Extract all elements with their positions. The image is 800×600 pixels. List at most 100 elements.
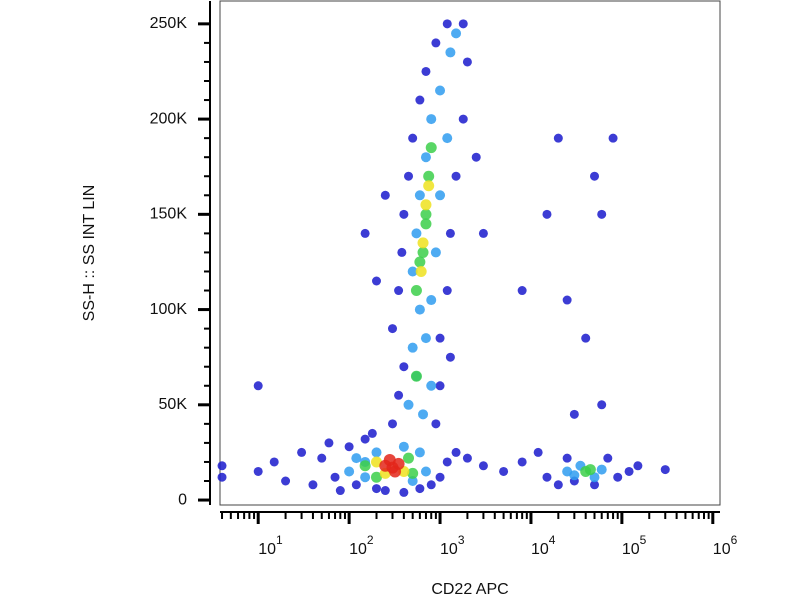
- event-dot: [388, 324, 398, 334]
- event-dot: [217, 461, 227, 471]
- event-dot: [360, 472, 371, 483]
- event-dot: [367, 428, 377, 438]
- event-dot: [426, 114, 437, 125]
- event-dot: [399, 487, 409, 497]
- event-dot: [431, 419, 441, 429]
- event-dot: [458, 19, 468, 29]
- y-tick-label: 150K: [150, 206, 188, 223]
- event-dot: [399, 209, 409, 219]
- x-tick-label: 105: [622, 533, 647, 558]
- event-dot: [425, 142, 437, 154]
- x-tick-exponent: 2: [367, 533, 374, 547]
- event-dot: [383, 454, 396, 467]
- event-dot: [399, 362, 409, 372]
- event-dot: [590, 171, 600, 181]
- event-dot: [418, 409, 429, 420]
- event-dot: [553, 133, 563, 143]
- event-dot: [569, 470, 580, 481]
- event-dot: [458, 114, 468, 124]
- x-tick-label: 102: [349, 533, 374, 558]
- event-dot: [569, 409, 579, 419]
- plot-frame: [219, 0, 721, 506]
- event-dot: [380, 486, 390, 496]
- event-dot: [317, 453, 327, 463]
- event-dot: [590, 480, 600, 490]
- event-dot: [360, 228, 370, 238]
- event-dot: [533, 447, 543, 457]
- event-dot: [408, 133, 418, 143]
- event-dot: [423, 170, 435, 182]
- x-tick-exponent: 4: [549, 533, 556, 547]
- x-tick-base: 10: [349, 541, 367, 558]
- event-dot: [415, 95, 425, 105]
- x-tick-exponent: 3: [458, 533, 465, 547]
- event-dot: [330, 472, 340, 482]
- event-dot: [471, 152, 481, 162]
- event-dot: [371, 484, 381, 494]
- event-dot: [562, 453, 572, 463]
- event-dot: [410, 285, 422, 297]
- event-dot: [660, 465, 670, 475]
- event-dot: [445, 47, 456, 58]
- event-dot: [394, 286, 404, 296]
- density-layer: [379, 454, 405, 478]
- x-tick-base: 10: [440, 541, 458, 558]
- event-dot: [389, 465, 402, 478]
- event-dot: [417, 246, 429, 258]
- event-dot: [584, 464, 596, 476]
- event-dot: [633, 461, 643, 471]
- event-dot: [542, 472, 552, 482]
- event-dot: [420, 466, 431, 477]
- event-dot: [417, 237, 429, 249]
- event-dot: [420, 152, 431, 163]
- x-tick-label: 104: [531, 533, 556, 558]
- event-dot: [596, 464, 607, 475]
- event-dot: [359, 460, 371, 472]
- event-dot: [445, 352, 455, 362]
- event-dot: [597, 400, 607, 410]
- y-tick-label: 200K: [150, 110, 188, 127]
- event-dot: [517, 457, 527, 467]
- event-dot: [398, 441, 409, 452]
- event-dot: [562, 295, 572, 305]
- event-dot: [420, 333, 431, 344]
- event-dot: [410, 370, 422, 382]
- x-axis-label: CD22 APC: [431, 581, 508, 598]
- y-tick-label: 0: [178, 491, 187, 508]
- event-dot: [442, 19, 452, 29]
- event-dot: [415, 484, 425, 494]
- event-dot: [324, 438, 334, 448]
- event-dot: [499, 466, 509, 476]
- density-layer: [344, 28, 607, 486]
- event-dot: [624, 466, 634, 476]
- event-dot: [269, 457, 279, 467]
- event-dot: [426, 380, 437, 391]
- event-dot: [403, 452, 415, 464]
- event-dot: [335, 486, 345, 496]
- event-dot: [442, 286, 452, 296]
- event-dot: [308, 480, 318, 490]
- event-dot: [344, 442, 354, 452]
- event-dot: [451, 171, 461, 181]
- event-dot: [217, 472, 227, 482]
- event-dot: [517, 286, 527, 296]
- x-tick-exponent: 6: [731, 533, 738, 547]
- x-tick-label: 106: [713, 533, 738, 558]
- event-dot: [404, 171, 414, 181]
- event-dot: [371, 276, 381, 286]
- event-dot: [420, 199, 432, 211]
- x-tick-base: 10: [531, 541, 549, 558]
- x-tick-exponent: 5: [640, 533, 647, 547]
- event-dot: [435, 190, 446, 201]
- event-dot: [407, 476, 418, 486]
- event-dot: [281, 476, 291, 486]
- event-dot: [431, 38, 441, 48]
- event-dot: [435, 381, 445, 391]
- event-dot: [371, 447, 382, 458]
- density-layer: [217, 19, 670, 497]
- event-dot: [462, 453, 472, 463]
- event-dot: [407, 467, 419, 479]
- event-dot: [253, 466, 263, 476]
- event-dot: [613, 472, 623, 482]
